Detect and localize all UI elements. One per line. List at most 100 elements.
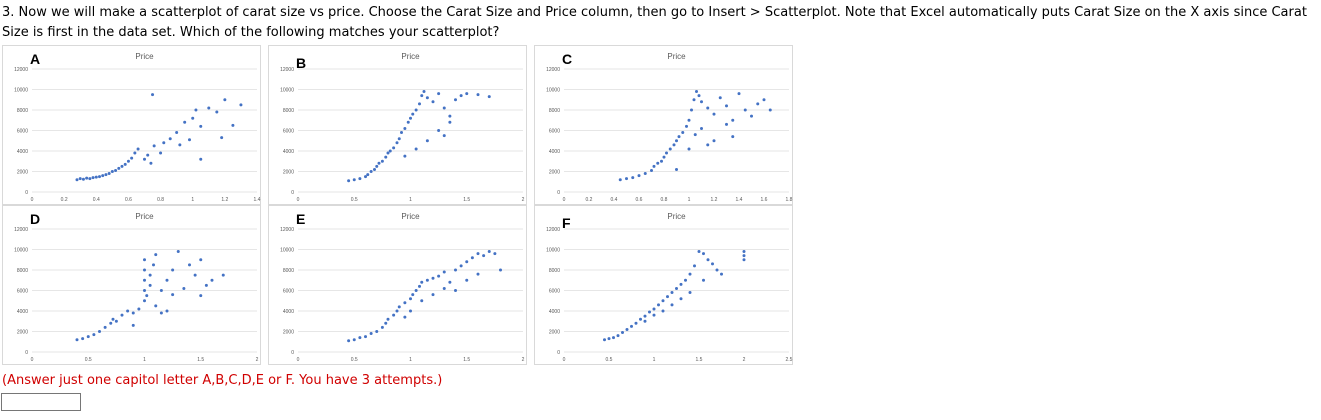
- y-tick-label: 12000: [280, 227, 294, 233]
- data-point: [81, 177, 85, 181]
- data-point: [137, 307, 141, 311]
- data-point: [493, 252, 497, 256]
- x-tick-label: 0.2: [61, 197, 68, 203]
- data-point: [171, 293, 175, 297]
- data-point: [652, 164, 656, 168]
- chart-frame: [534, 205, 793, 365]
- data-point: [414, 147, 418, 151]
- data-point: [675, 139, 678, 143]
- data-point: [442, 106, 446, 110]
- data-point: [347, 179, 351, 183]
- option-letter-e: E: [296, 211, 306, 227]
- data-point: [643, 319, 647, 323]
- data-point: [418, 102, 421, 106]
- x-tick-label: 1.6: [761, 197, 768, 203]
- data-point: [684, 278, 687, 282]
- x-tick-label: 1.4: [254, 197, 261, 203]
- data-point: [199, 294, 203, 298]
- data-point: [482, 254, 486, 258]
- data-point: [358, 177, 362, 181]
- y-tick-label: 0: [557, 350, 560, 356]
- y-tick-label: 10000: [546, 88, 560, 94]
- data-point: [375, 164, 379, 168]
- data-point: [715, 268, 719, 272]
- data-point: [679, 297, 683, 301]
- data-point: [103, 325, 107, 329]
- y-tick-label: 8000: [17, 268, 28, 274]
- y-tick-label: 4000: [283, 309, 294, 315]
- data-point: [223, 98, 227, 102]
- answer-input[interactable]: [1, 393, 81, 411]
- chart-title: Price: [135, 212, 154, 221]
- data-point: [191, 116, 195, 120]
- data-point: [199, 124, 203, 128]
- data-point: [143, 157, 146, 161]
- x-tick-label: 2: [256, 357, 259, 363]
- data-point: [98, 175, 101, 179]
- scatterplot-f-svg: 0 2000 4000 6000 8000 10000 12000 0 0.5 1 1.5 2 2.5 P…: [534, 205, 793, 365]
- data-point: [143, 278, 146, 282]
- data-point: [165, 309, 169, 313]
- scatterplot-d-svg: 0 2000 4000 6000 8000 10000 12000 0 0.5 1 1.5 2 Pric…: [2, 205, 261, 365]
- data-point: [386, 151, 390, 155]
- data-point: [737, 92, 741, 96]
- x-tick-label: 0.2: [586, 197, 593, 203]
- data-point: [459, 94, 463, 98]
- data-point: [677, 135, 681, 139]
- data-point: [650, 168, 653, 172]
- y-tick-label: 4000: [549, 149, 560, 155]
- data-point: [725, 104, 728, 108]
- x-tick-label: 1: [191, 197, 194, 203]
- data-point: [148, 273, 152, 277]
- data-point: [194, 108, 198, 112]
- data-point: [762, 98, 766, 102]
- y-tick-label: 10000: [280, 248, 294, 254]
- data-point: [666, 295, 669, 299]
- data-point: [603, 338, 606, 342]
- data-point: [123, 162, 127, 166]
- data-point: [679, 282, 683, 286]
- data-point: [448, 114, 452, 118]
- data-point: [159, 289, 163, 292]
- y-tick-label: 0: [291, 190, 294, 196]
- x-tick-label: 1.4: [736, 197, 743, 203]
- option-letter-c: C: [562, 51, 573, 67]
- data-point: [706, 258, 710, 262]
- answer-instructions: (Answer just one capitol letter A,B,C,D,…: [2, 373, 443, 388]
- x-tick-label: 1.5: [197, 357, 204, 363]
- data-point: [101, 174, 105, 178]
- data-point: [634, 321, 638, 325]
- scatterplot-option-c: 0 2000 4000 6000 8000 10000 12000 0 0.2 0.4 0.6 0.8…: [534, 45, 793, 205]
- data-point: [743, 108, 747, 112]
- data-point: [414, 108, 418, 112]
- data-point: [411, 112, 415, 116]
- data-point: [400, 131, 403, 135]
- y-tick-label: 10000: [546, 248, 560, 254]
- data-point: [384, 155, 388, 159]
- data-point: [476, 252, 480, 256]
- y-tick-label: 2000: [17, 330, 28, 336]
- data-point: [656, 161, 660, 165]
- data-point: [742, 254, 746, 258]
- data-point: [470, 256, 474, 260]
- data-point: [364, 175, 367, 179]
- data-point: [143, 299, 146, 303]
- data-point: [442, 134, 446, 138]
- data-point: [154, 304, 158, 308]
- data-point: [742, 258, 746, 262]
- data-point: [690, 108, 693, 112]
- scatterplot-option-d: 0 2000 4000 6000 8000 10000 12000 0 0.5 1 1.5 2 Pric…: [2, 205, 261, 365]
- chart-title: Price: [401, 52, 420, 61]
- data-point: [681, 131, 685, 135]
- data-point: [133, 151, 137, 155]
- y-tick-label: 6000: [17, 129, 28, 135]
- data-point: [437, 274, 441, 278]
- x-tick-label: 2: [522, 197, 525, 203]
- data-point: [207, 106, 211, 110]
- data-point: [662, 155, 666, 159]
- data-point: [178, 143, 182, 147]
- data-point: [149, 161, 153, 165]
- data-point: [91, 176, 95, 180]
- y-tick-label: 2000: [549, 170, 560, 176]
- data-point: [670, 291, 674, 295]
